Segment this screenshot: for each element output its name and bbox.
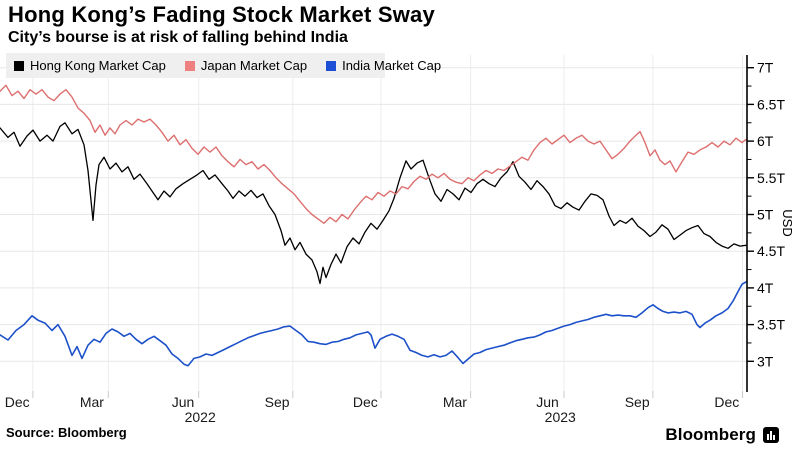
chart-series-lines — [0, 84, 747, 367]
y-tick-label: 3.5T — [757, 317, 785, 333]
legend-item-india-market-cap: India Market Cap — [326, 58, 441, 73]
legend-swatch-icon — [326, 60, 337, 71]
y-axis: 7T 6.5T 6T 5.5T 5T 4.5T 4T 3.5T 3T USD — [746, 55, 795, 392]
x-tick-label: Jun — [536, 394, 559, 410]
series-line-hong-kong-market-cap — [0, 122, 747, 285]
x-tick-label: Dec — [353, 394, 378, 410]
x-year-label: 2022 — [185, 409, 216, 425]
y-tick-label: 6T — [757, 133, 774, 149]
legend-label: India Market Cap — [342, 58, 442, 73]
bloomberg-terminal-icon — [763, 427, 779, 443]
y-tick-label: 4T — [757, 280, 774, 296]
series-line-japan-market-cap — [0, 84, 747, 225]
source-label: Source: — [6, 425, 55, 440]
y-tick-label: 7T — [757, 60, 774, 76]
chart-gridlines — [0, 55, 747, 391]
y-tick-label: 4.5T — [757, 243, 785, 259]
bloomberg-wordmark: Bloomberg — [665, 425, 756, 444]
source-attribution: Source: Bloomberg — [6, 425, 127, 440]
x-tick-label: Dec — [5, 394, 30, 410]
y-tick-label: 5.5T — [757, 170, 785, 186]
x-year-label: 2023 — [545, 409, 576, 425]
legend-label: Japan Market Cap — [200, 58, 308, 73]
y-tick-label: 5T — [757, 207, 774, 223]
x-tick-label: Sep — [625, 394, 650, 410]
x-tick-label: Mar — [80, 394, 104, 410]
x-tick-label: Jun — [172, 394, 195, 410]
chart-legend: Hong Kong Market Cap Japan Market Cap Indi… — [6, 53, 441, 78]
legend-item-hong-kong-market-cap: Hong Kong Market Cap — [14, 58, 166, 73]
x-axis: Dec Mar Jun Sep Dec Mar Jun Sep Dec 2022 2023 — [5, 391, 744, 425]
legend-swatch-icon — [184, 60, 195, 71]
y-tick-label: 3T — [757, 353, 774, 369]
y-tick-label: 6.5T — [757, 96, 785, 112]
x-tick-label: Dec — [714, 394, 739, 410]
series-line-india-market-cap — [0, 281, 747, 367]
bloomberg-brand: Bloomberg — [665, 425, 779, 445]
page-subtitle: City’s bourse is at risk of falling behi… — [8, 29, 348, 46]
legend-item-japan-market-cap: Japan Market Cap — [184, 58, 308, 73]
x-tick-label: Mar — [443, 394, 467, 410]
page-title: Hong Kong’s Fading Stock Market Sway — [8, 2, 435, 27]
y-axis-title: USD — [780, 209, 795, 236]
x-tick-label: Sep — [265, 394, 290, 410]
legend-label: Hong Kong Market Cap — [30, 58, 166, 73]
legend-swatch-icon — [14, 60, 24, 71]
source-value: Bloomberg — [58, 425, 127, 440]
